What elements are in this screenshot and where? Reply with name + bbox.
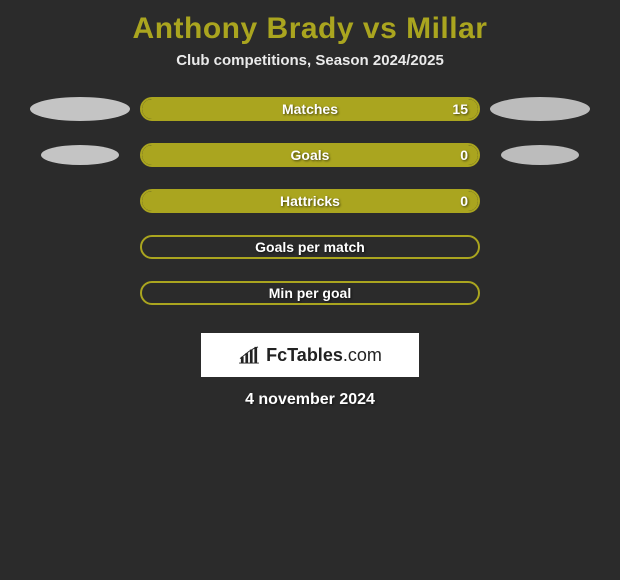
ellipse-icon [501, 145, 579, 165]
bar-chart-icon [238, 346, 260, 364]
right-player-shape [480, 145, 600, 165]
right-player-shape [480, 97, 600, 121]
page-title: Anthony Brady vs Millar [0, 12, 620, 46]
stat-row: Min per goal [0, 281, 620, 305]
left-player-shape [20, 145, 140, 165]
stat-row: Goals per match [0, 235, 620, 259]
stats-rows: Matches15Goals0Hattricks0Goals per match… [0, 97, 620, 305]
left-player-shape [20, 97, 140, 121]
stat-label: Min per goal [142, 283, 478, 303]
stat-label: Matches [142, 99, 478, 119]
stat-bar: Hattricks0 [140, 189, 480, 213]
stat-bar: Min per goal [140, 281, 480, 305]
logo-text-light: .com [343, 345, 382, 365]
comparison-panel: Anthony Brady vs Millar Club competition… [0, 0, 620, 580]
stat-row: Matches15 [0, 97, 620, 121]
ellipse-icon [30, 97, 130, 121]
stat-label: Hattricks [142, 191, 478, 211]
stat-label: Goals [142, 145, 478, 165]
stat-bar: Goals0 [140, 143, 480, 167]
ellipse-icon [41, 145, 119, 165]
logo-text: FcTables.com [266, 345, 382, 366]
branding-logo: FcTables.com [201, 333, 419, 377]
stat-row: Hattricks0 [0, 189, 620, 213]
stat-right-value: 0 [460, 145, 468, 165]
ellipse-icon [490, 97, 590, 121]
logo-text-bold: FcTables [266, 345, 343, 365]
stat-right-value: 0 [460, 191, 468, 211]
page-subtitle: Club competitions, Season 2024/2025 [0, 52, 620, 69]
stat-bar: Matches15 [140, 97, 480, 121]
stat-label: Goals per match [142, 237, 478, 257]
footer-date: 4 november 2024 [0, 391, 620, 409]
stat-right-value: 15 [452, 99, 468, 119]
stat-bar: Goals per match [140, 235, 480, 259]
stat-row: Goals0 [0, 143, 620, 167]
